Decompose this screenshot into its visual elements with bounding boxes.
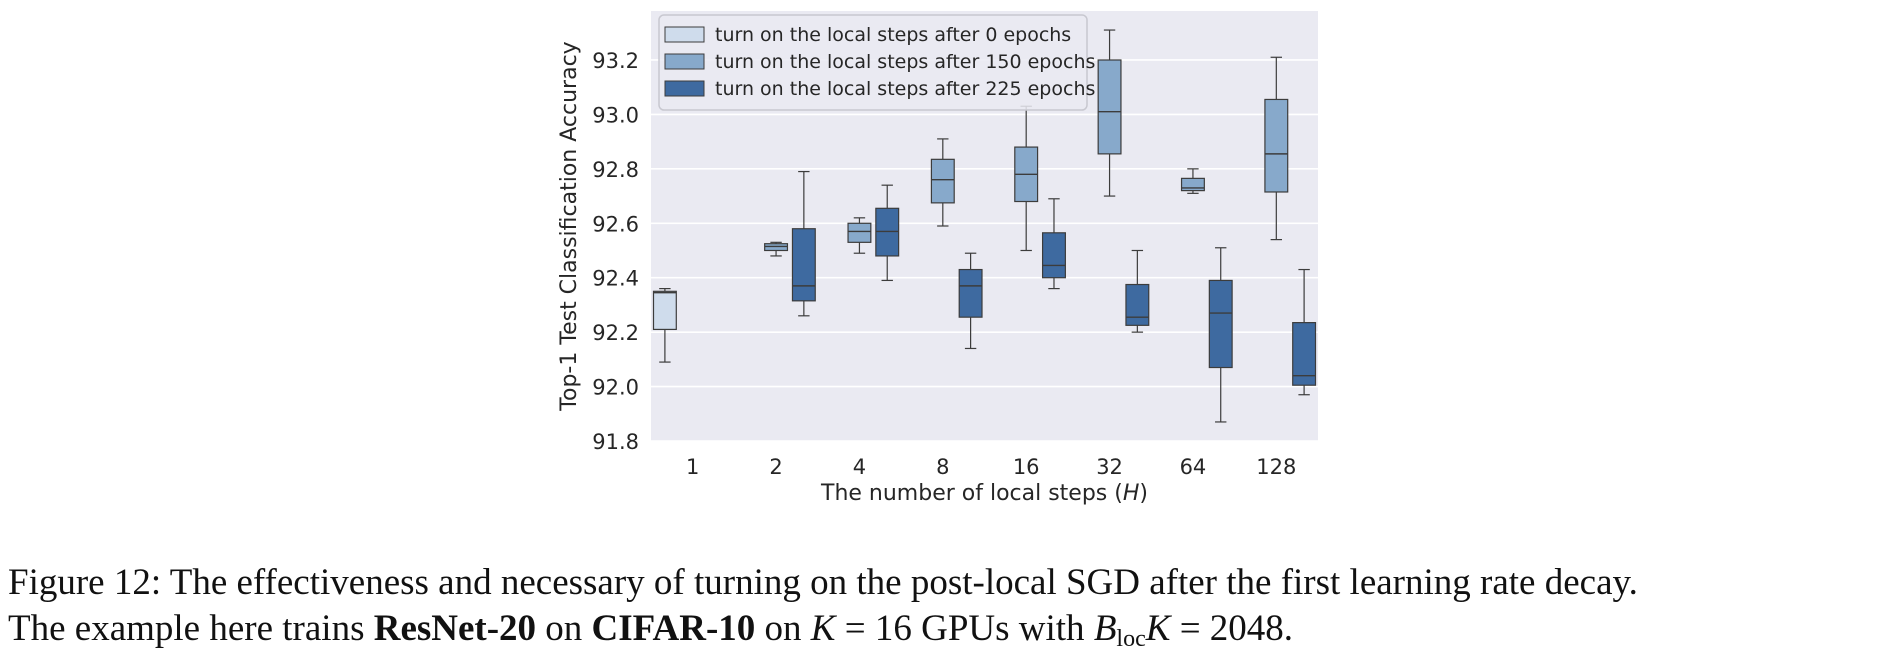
box-64-series-1 <box>1180 168 1205 194</box>
caption-b-subscript: loc <box>1116 626 1146 652</box>
figure-caption: Figure 12: The effectiveness and necessa… <box>8 560 1878 662</box>
caption-text: on <box>755 608 811 649</box>
legend-swatch <box>664 80 705 97</box>
box-2-series-2 <box>791 170 816 317</box>
x-axis-ticks: 1 2 4 8 16 32 64 128 <box>686 455 1296 479</box>
box-iqr <box>1264 98 1289 193</box>
legend-swatch <box>664 26 705 43</box>
caption-text: on <box>536 608 592 649</box>
box-iqr <box>1041 232 1066 279</box>
box-iqr <box>1180 177 1205 192</box>
caption-k-variable: K <box>810 608 836 649</box>
box-4-series-1 <box>847 217 872 254</box>
caption-text: The example here trains <box>8 608 374 649</box>
y-tick-label: 92.2 <box>592 321 639 345</box>
x-tick-label: 1 <box>686 455 699 479</box>
box-iqr <box>1097 59 1122 155</box>
caption-text: = 16 GPUs with <box>835 608 1094 649</box>
box-128-series-2 <box>1292 268 1317 396</box>
caption-line-2: The example here trains ResNet-20 on CIF… <box>8 606 1878 662</box>
x-tick-label: 16 <box>1013 455 1040 479</box>
boxes <box>652 29 1317 423</box>
caption-line-1: Figure 12: The effectiveness and necessa… <box>8 560 1878 606</box>
box-1-series-0 <box>652 287 677 363</box>
y-tick-label: 92.8 <box>592 158 639 182</box>
x-tick-label: 128 <box>1256 455 1296 479</box>
y-tick-label: 93.0 <box>592 103 639 127</box>
box-8-series-1 <box>930 138 955 227</box>
box-64-series-2 <box>1208 247 1233 423</box>
box-iqr <box>1125 283 1150 326</box>
box-8-series-2 <box>958 252 983 350</box>
box-iqr <box>652 290 677 331</box>
x-tick-label: 2 <box>769 455 782 479</box>
box-16-series-1 <box>1014 105 1039 252</box>
box-2-series-1 <box>764 241 789 257</box>
y-axis-ticks: 91.8 92.0 92.2 92.4 92.6 92.8 93.0 93.2 <box>592 49 639 454</box>
caption-lead: Figure 12: The effectiveness and necessa… <box>8 562 1638 603</box>
box-iqr <box>930 158 955 204</box>
legend-entry-label: turn on the local steps after 0 epochs <box>715 24 1071 46</box>
caption-dataset: CIFAR-10 <box>591 608 756 649</box>
box-plot-chart: 91.8 92.0 92.2 92.4 92.6 92.8 93.0 93.2 1 2 4 8 16 3… <box>557 11 1318 506</box>
legend-entry-label: turn on the local steps after 225 epochs <box>715 78 1095 100</box>
box-iqr <box>1292 322 1317 386</box>
box-iqr <box>791 228 816 302</box>
y-axis-label: Top-1 Test Classification Accuracy <box>557 41 582 411</box>
box-32-series-1 <box>1097 29 1122 197</box>
x-tick-label: 64 <box>1180 455 1207 479</box>
caption-k-variable: K <box>1145 608 1171 649</box>
box-4-series-2 <box>875 184 900 282</box>
caption-model: ResNet-20 <box>373 608 537 649</box>
x-tick-label: 4 <box>853 455 866 479</box>
y-tick-label: 91.8 <box>592 430 639 454</box>
caption-b-variable: B <box>1093 608 1117 649</box>
caption-text: = 2048. <box>1170 608 1294 649</box>
y-tick-label: 92.6 <box>592 212 639 236</box>
box-iqr <box>1208 279 1233 369</box>
y-tick-label: 92.0 <box>592 376 639 400</box>
box-iqr <box>958 268 983 318</box>
legend: turn on the local steps after 0 epochs tu… <box>658 14 1095 111</box>
box-32-series-2 <box>1125 249 1150 333</box>
x-tick-label: 32 <box>1096 455 1123 479</box>
box-iqr <box>847 222 872 243</box>
box-128-series-1 <box>1264 56 1289 241</box>
legend-entry-label: turn on the local steps after 150 epochs <box>715 51 1095 73</box>
x-tick-label: 8 <box>936 455 949 479</box>
y-tick-label: 92.4 <box>592 267 639 291</box>
legend-swatch <box>664 53 705 70</box>
legend-frame <box>658 14 1088 111</box>
y-tick-label: 93.2 <box>592 49 639 73</box>
x-axis-label: The number of local steps (H) <box>820 481 1148 506</box>
box-16-series-2 <box>1041 198 1066 290</box>
